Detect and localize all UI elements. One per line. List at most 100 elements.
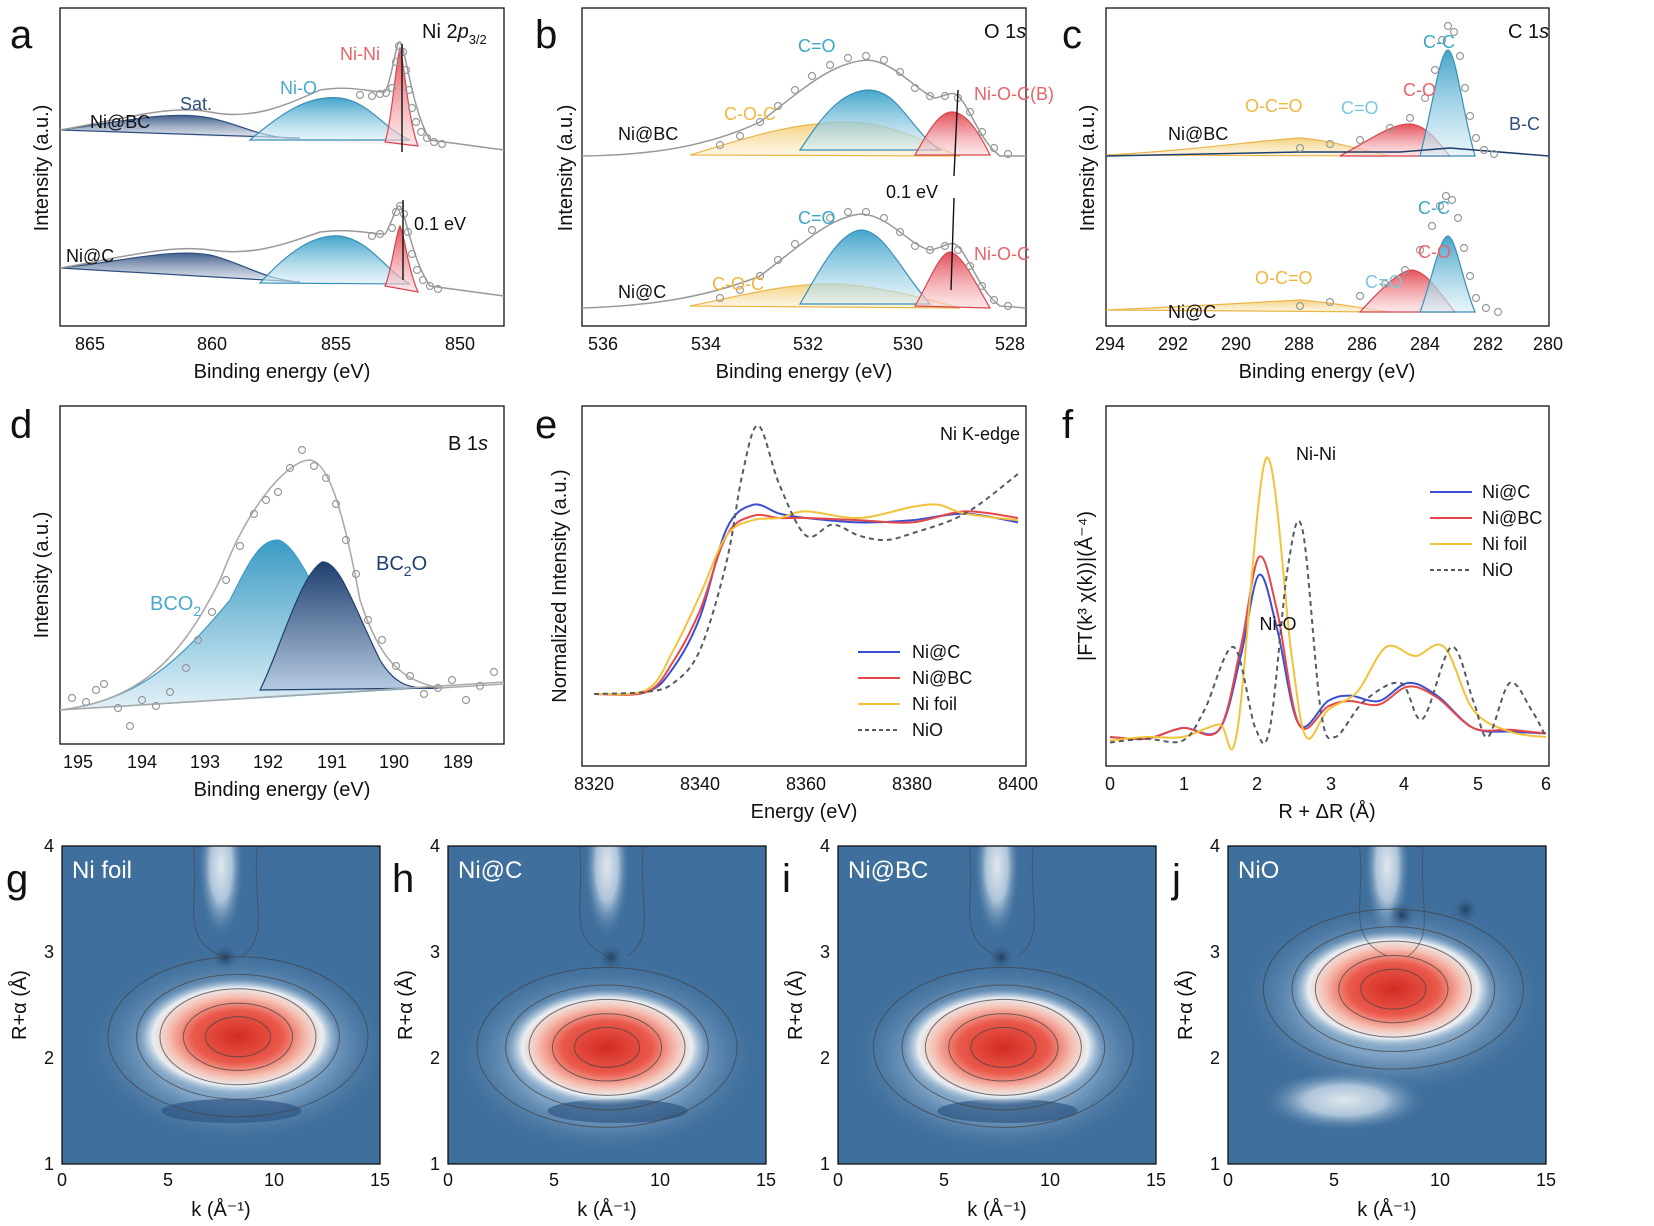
plot-frame-b	[581, 7, 1027, 327]
xlabel-f: R + ΔR (Å)	[1278, 800, 1375, 823]
peak-label-co-top: C-O	[1403, 80, 1436, 100]
shift-label-b: 0.1 eV	[886, 182, 938, 202]
xtick-h-3: 15	[756, 1170, 776, 1190]
peak-label-nio: Ni-O	[280, 78, 317, 98]
xtick-f-4: 4	[1399, 774, 1409, 794]
xtick-a-1: 860	[197, 334, 227, 354]
panel-letter-g: g	[6, 857, 28, 901]
xticks-d: 195 194 193 192 191 190 189	[63, 752, 473, 772]
panel-letter-h: h	[392, 857, 414, 901]
xtick-d-1: 194	[127, 752, 157, 772]
xtick-a-0: 865	[75, 334, 105, 354]
xtick-f-1: 1	[1179, 774, 1189, 794]
peak-label-ocdo-bottom: O-C=O	[1255, 268, 1313, 288]
xtick-d-0: 195	[63, 752, 93, 772]
xlabel-a: Binding energy (eV)	[194, 361, 371, 383]
xtick-f-6: 6	[1541, 774, 1551, 794]
ylabel-e: Normalized Intensity (a.u.)	[549, 469, 571, 702]
xtick-i-0: 0	[833, 1170, 843, 1190]
ylabel-j: R+α (Å)	[1174, 970, 1197, 1040]
peak-label-nioc-bottom: Ni-O-C	[974, 244, 1030, 264]
panel-a: a Ni@BC Ni@C Sat	[10, 7, 505, 383]
legend-e: Ni@C Ni@BC Ni foil NiO	[858, 642, 972, 740]
ytick-h-2: 3	[430, 942, 440, 962]
ylabel-b: Intensity (a.u.)	[555, 105, 577, 232]
peak-label-nini: Ni-Ni	[340, 44, 380, 64]
sample-label-nic-b: Ni@C	[618, 282, 666, 302]
xtick-b-4: 528	[995, 334, 1025, 354]
ytick-g-0: 1	[44, 1154, 54, 1174]
legend-label-nio-f: NiO	[1482, 560, 1513, 580]
sample-label-nibc-c: Ni@BC	[1168, 124, 1228, 144]
series-line-ni-bc-f	[1109, 555, 1547, 741]
panel-h: h Ni@C 0 5 10 15 1 2 3 4 k (Å⁻¹) R+α (Å)	[392, 836, 776, 1221]
xlabel-b: Binding energy (eV)	[716, 361, 893, 383]
sample-label-nic-a: Ni@C	[66, 246, 114, 266]
legend-label-nic-e: Ni@C	[912, 642, 960, 662]
xtick-e-1: 8340	[680, 774, 720, 794]
series-line-nio-e	[593, 424, 1019, 695]
peak-label-coc-top: C-O-C	[724, 104, 776, 124]
panel-letter-b: b	[535, 13, 557, 57]
heatmap-j	[1228, 846, 1546, 1164]
plot-frame-e	[581, 405, 1027, 767]
xtick-d-4: 191	[317, 752, 347, 772]
panel-e: e Ni K-edge Ni@C Ni@BC Ni foil NiO 8320 …	[535, 403, 1038, 823]
heatmap-g	[62, 846, 380, 1164]
series-line-ni-foil-e	[593, 503, 1019, 696]
legend-label-foil-f: Ni foil	[1482, 534, 1527, 554]
panel-c: c Ni@BC Ni@C O-C=O C=O C-O C-C B-C O-C=O…	[1062, 7, 1563, 383]
plot-frame-j	[1227, 845, 1547, 1165]
ytick-j-2: 3	[1210, 942, 1220, 962]
ytick-i-3: 4	[820, 836, 830, 856]
annotation-nio-f: Ni-O	[1260, 614, 1297, 634]
xlabel-h: k (Å⁻¹)	[577, 1198, 636, 1221]
ytick-j-0: 1	[1210, 1154, 1220, 1174]
wavelet-label-j: NiO	[1238, 857, 1279, 884]
plot-frame-d	[59, 405, 505, 745]
xtick-f-5: 5	[1473, 774, 1483, 794]
xlabel-e: Energy (eV)	[751, 801, 858, 823]
ylabel-c: Intensity (a.u.)	[1077, 105, 1099, 232]
ylabel-a: Intensity (a.u.)	[31, 105, 53, 232]
xtick-g-1: 5	[163, 1170, 173, 1190]
series-line-ni-c-f	[1109, 573, 1547, 741]
ytick-i-0: 1	[820, 1154, 830, 1174]
xtick-i-1: 5	[939, 1170, 949, 1190]
xtick-f-3: 3	[1326, 774, 1336, 794]
legend-label-foil-e: Ni foil	[912, 694, 957, 714]
svg-text:Ni 2p3/2: Ni 2p3/2	[422, 21, 487, 47]
svg-text:BC2O: BC2O	[376, 553, 427, 579]
ylabel-f: |FT(k³ χ(k))|(Å⁻⁴)	[1074, 511, 1097, 661]
ytick-h-0: 1	[430, 1154, 440, 1174]
xtick-d-5: 190	[379, 752, 409, 772]
xlabel-i: k (Å⁻¹)	[967, 1198, 1026, 1221]
envelope-d	[59, 459, 505, 711]
panel-g: g Ni foil 0 5 10 15 1 2 3 4 k (Å⁻¹) R+α (Å)	[6, 836, 390, 1221]
xtick-c-6: 282	[1473, 334, 1503, 354]
xticks-a: 865 860 855 850	[75, 334, 475, 354]
sample-label-nibc-a: Ni@BC	[90, 112, 150, 132]
xtick-g-2: 10	[264, 1170, 284, 1190]
sample-label-nic-c: Ni@C	[1168, 302, 1216, 322]
series-line-ni-c-e	[593, 503, 1019, 696]
xtick-c-5: 284	[1410, 334, 1440, 354]
plot-frame-c	[1105, 7, 1550, 327]
panel-title-d: B 1s	[448, 433, 488, 455]
xtick-c-4: 286	[1347, 334, 1377, 354]
plot-frame-i	[837, 845, 1157, 1165]
peak-label-cdo-bottom: C=O	[798, 208, 836, 228]
xtick-j-0: 0	[1223, 1170, 1233, 1190]
xtick-b-3: 530	[893, 334, 923, 354]
xtick-j-1: 5	[1329, 1170, 1339, 1190]
data-points-d	[67, 445, 499, 731]
xtick-g-0: 0	[57, 1170, 67, 1190]
peak-label-bc2o: BC2O	[376, 553, 427, 579]
wavelet-label-i: Ni@BC	[848, 857, 928, 884]
xtick-h-0: 0	[443, 1170, 453, 1190]
xtick-f-2: 2	[1252, 774, 1262, 794]
series-line-ni-foil-f	[1109, 456, 1547, 751]
spectrum-nibc-b	[581, 51, 1026, 159]
